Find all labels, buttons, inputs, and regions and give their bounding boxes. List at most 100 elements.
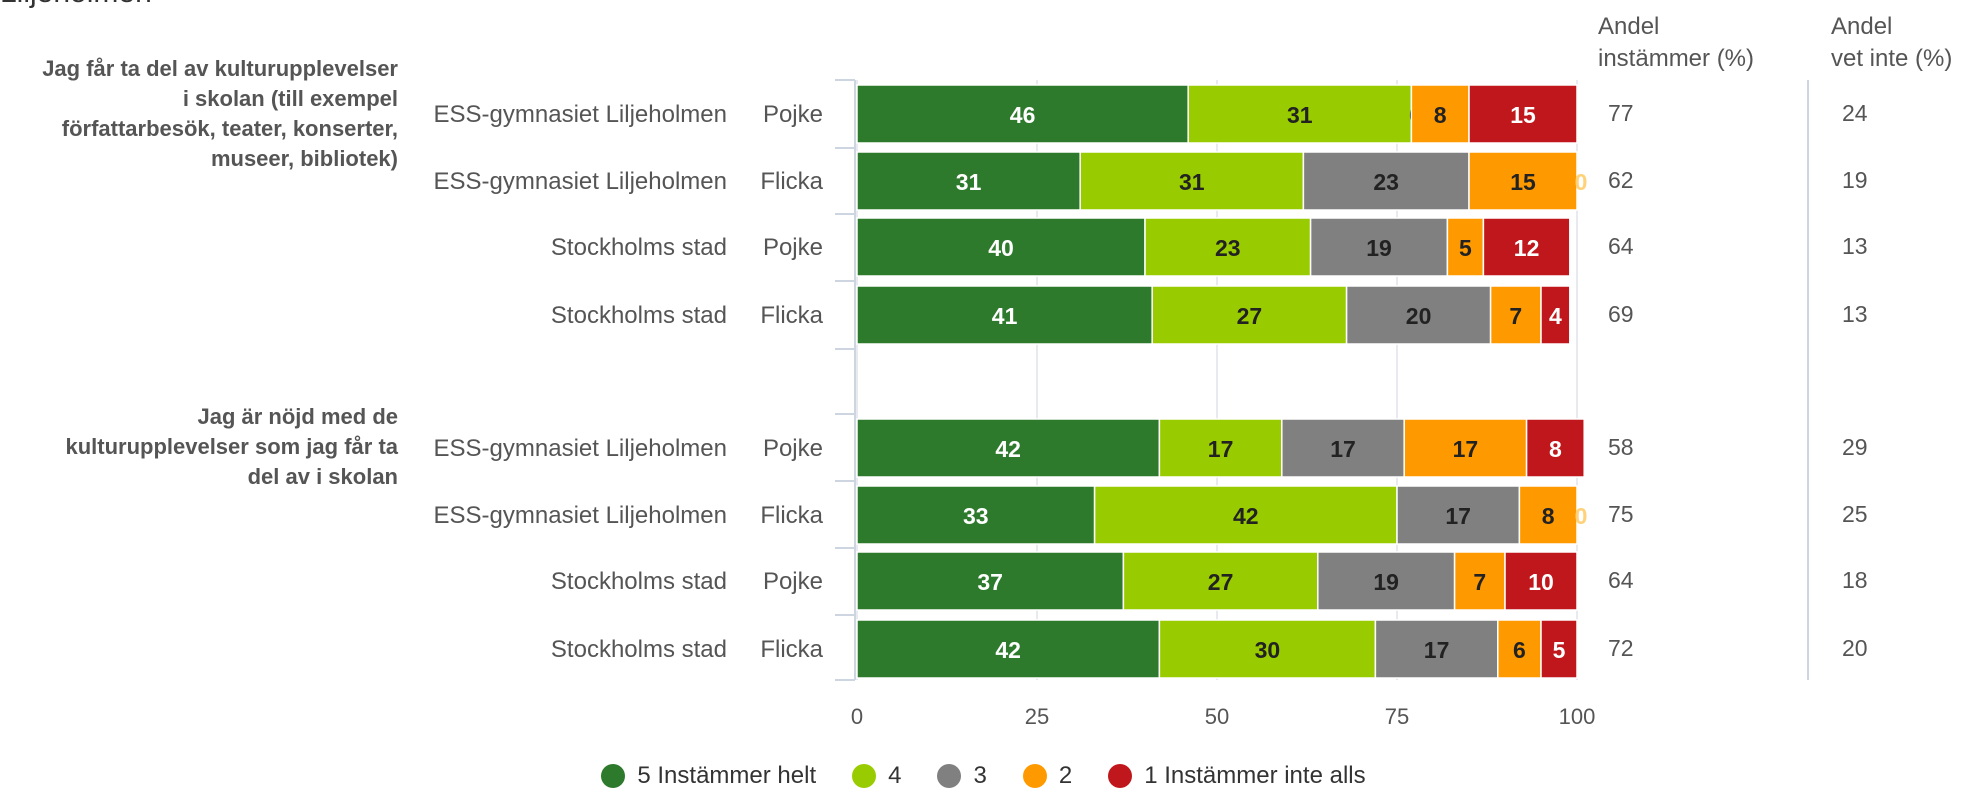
data-label: 5 [1553, 637, 1566, 663]
data-label: 31 [1287, 102, 1313, 128]
data-label: 7 [1473, 569, 1486, 595]
bar-segment [1453, 551, 1506, 611]
data-label: 17 [1208, 436, 1234, 462]
data-label: 8 [1542, 503, 1555, 529]
x-tick-label: 100 [1559, 704, 1596, 729]
data-label: 0 [1575, 169, 1588, 195]
header-andel-instammer-line2: instämmer (%) [1598, 45, 1754, 72]
question-text-line: författarbesök, teater, konserter, [62, 116, 398, 141]
andel-vet-inte-value: 19 [1842, 167, 1868, 193]
legend-item: 4 [852, 762, 901, 790]
legend-label: 5 Instämmer helt [637, 762, 817, 789]
data-label: 27 [1208, 569, 1234, 595]
andel-vet-inte-value: 24 [1842, 100, 1868, 126]
row-gender-label: Pojke [763, 234, 823, 261]
row-school-label: Stockholms stad [551, 636, 727, 663]
data-label: 19 [1373, 569, 1399, 595]
question-text-line: i skolan (till exempel [183, 86, 398, 111]
legend-label: 3 [973, 762, 987, 789]
stacked-bar-chart: Liljeholmen0255075100Andelinstämmer (%)A… [0, 0, 1952, 729]
data-label: 15 [1510, 102, 1536, 128]
data-label: 17 [1424, 637, 1450, 663]
row-school-label: Stockholms stad [551, 234, 727, 261]
bar-segment [1540, 285, 1571, 345]
data-label: 12 [1514, 235, 1540, 261]
header-andel-vet-inte-line2: vet inte (%) [1831, 45, 1952, 72]
andel-vet-inte-value: 25 [1842, 501, 1868, 527]
data-label: 19 [1366, 235, 1392, 261]
bar-segment [1187, 84, 1413, 144]
bar-segment [856, 217, 1146, 277]
legend-swatch [1022, 764, 1047, 788]
row-gender-label: Flicka [760, 502, 823, 529]
data-label: 31 [1179, 169, 1205, 195]
data-label: 33 [963, 503, 989, 529]
bar-segment [856, 619, 1161, 679]
x-tick-label: 50 [1205, 704, 1229, 729]
bar-segment [1489, 285, 1542, 345]
row-gender-label: Pojke [763, 568, 823, 595]
row-gender-label: Flicka [760, 168, 823, 195]
bar-segment [1468, 84, 1578, 144]
bar-segment [1093, 485, 1398, 545]
data-label: 30 [1255, 637, 1281, 663]
bar-segment [1309, 217, 1449, 277]
data-label: 20 [1406, 303, 1432, 329]
question-text-line: kulturupplevelser som jag får ta [65, 434, 398, 459]
legend-item: 2 [1022, 762, 1072, 790]
legend-item: 3 [937, 762, 987, 790]
data-label: 7 [1509, 303, 1522, 329]
question-text-line: Jag är nöjd med de [198, 404, 399, 429]
question-text-line: del av i skolan [248, 464, 398, 489]
andel-vet-inte-value: 13 [1842, 301, 1868, 327]
page-title: Liljeholmen [0, 0, 152, 9]
row-school-label: Stockholms stad [551, 568, 727, 595]
bar-segment [1144, 217, 1312, 277]
andel-vet-inte-value: 13 [1842, 233, 1868, 259]
legend-label: 4 [888, 762, 902, 789]
andel-instammer-value: 75 [1608, 501, 1634, 527]
andel-instammer-value: 69 [1608, 301, 1634, 327]
data-label: 15 [1510, 169, 1536, 195]
bar-segment [1518, 485, 1578, 545]
data-label: 41 [992, 303, 1018, 329]
row-school-label: ESS-gymnasiet Liljeholmen [434, 502, 727, 529]
row-school-label: ESS-gymnasiet Liljeholmen [434, 435, 727, 462]
bar-segment [1396, 485, 1521, 545]
data-label: 6 [1513, 637, 1526, 663]
data-label: 42 [1233, 503, 1259, 529]
data-label: 40 [988, 235, 1014, 261]
bar-segment [1482, 217, 1571, 277]
data-label: 17 [1453, 436, 1479, 462]
andel-instammer-value: 64 [1608, 233, 1634, 259]
data-label: 5 [1459, 235, 1472, 261]
andel-vet-inte-value: 18 [1842, 567, 1868, 593]
bar-segment [1410, 84, 1470, 144]
bar-segment [1497, 619, 1542, 679]
x-tick-label: 75 [1385, 704, 1409, 729]
legend-item: 5 Instämmer helt [601, 762, 816, 790]
bar-segment [856, 84, 1189, 144]
row-gender-label: Flicka [760, 302, 823, 329]
andel-instammer-value: 62 [1608, 167, 1634, 193]
bar-segment [1525, 418, 1585, 478]
legend-swatch [1108, 764, 1133, 788]
bar-segment [1403, 418, 1528, 478]
row-gender-label: Flicka [760, 636, 823, 663]
bar-segment [856, 551, 1125, 611]
row-school-label: Stockholms stad [551, 302, 727, 329]
andel-instammer-value: 58 [1608, 434, 1634, 460]
data-label: 4 [1549, 303, 1562, 329]
bar-segment [856, 151, 1081, 211]
data-label: 8 [1549, 436, 1562, 462]
bar-segment [856, 485, 1096, 545]
row-school-label: ESS-gymnasiet Liljeholmen [434, 168, 727, 195]
andel-vet-inte-value: 29 [1842, 434, 1868, 460]
row-gender-label: Pojke [763, 101, 823, 128]
data-label: 42 [995, 637, 1021, 663]
data-label: 23 [1373, 169, 1399, 195]
bar-segment [1504, 551, 1578, 611]
data-label: 17 [1445, 503, 1471, 529]
bar-segment [856, 418, 1161, 478]
andel-instammer-value: 77 [1608, 100, 1634, 126]
